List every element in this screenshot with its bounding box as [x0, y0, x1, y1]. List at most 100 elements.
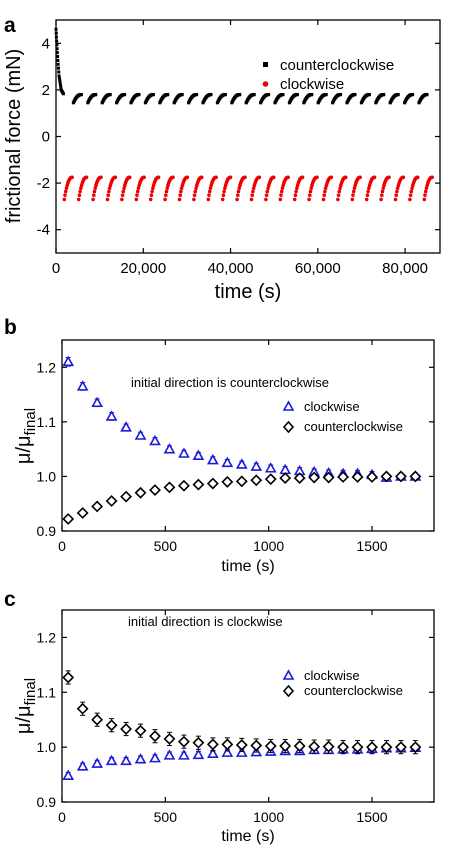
point-clockwise — [185, 175, 190, 180]
point-clockwise — [178, 749, 190, 760]
point-counterclockwise — [324, 92, 328, 97]
point-clockwise — [409, 189, 414, 194]
legend-a: counterclockwise clockwise — [262, 57, 394, 93]
point-counterclockwise — [76, 702, 89, 715]
point-counterclockwise — [54, 35, 58, 39]
point-counterclockwise — [235, 739, 248, 751]
axis-ticks-c: 0 500 1000 1500 0.9 1.0 1.1 1.2 — [37, 610, 434, 825]
point-counterclockwise — [58, 79, 62, 83]
point-counterclockwise — [351, 741, 364, 754]
point-clockwise — [415, 175, 420, 180]
x-axis-label-c: time (s) — [221, 828, 274, 845]
point-counterclockwise — [56, 62, 60, 66]
point-clockwise — [381, 186, 386, 191]
point-clockwise — [295, 186, 299, 191]
point-clockwise — [408, 197, 412, 202]
point-clockwise — [214, 175, 218, 180]
annotation-b: initial direction is counterclockwise — [131, 375, 329, 390]
y-tick-label: 0.9 — [37, 523, 57, 539]
point-counterclockwise — [293, 740, 306, 752]
point-clockwise — [163, 197, 167, 202]
point-clockwise — [364, 197, 369, 202]
point-counterclockwise — [425, 92, 429, 97]
y-tick-label: 0 — [42, 129, 50, 146]
point-clockwise — [135, 193, 139, 198]
y-tick-label: 1.2 — [37, 629, 57, 645]
legend-label-counterclockwise-a: counterclockwise — [280, 57, 394, 74]
x-tick-label: 40,000 — [208, 260, 254, 277]
point-clockwise — [365, 193, 370, 198]
point-clockwise — [91, 396, 104, 408]
point-counterclockwise — [134, 486, 147, 499]
point-clockwise — [64, 186, 69, 191]
point-clockwise — [251, 189, 255, 194]
point-counterclockwise — [137, 92, 141, 97]
point-clockwise — [336, 193, 341, 198]
point-clockwise — [79, 186, 83, 191]
point-counterclockwise — [281, 92, 285, 97]
point-clockwise — [220, 197, 225, 202]
point-counterclockwise — [57, 76, 61, 80]
point-clockwise — [249, 197, 254, 202]
point-clockwise — [410, 186, 414, 191]
point-clockwise — [387, 175, 391, 180]
point-counterclockwise — [223, 92, 227, 97]
point-clockwise — [265, 189, 270, 194]
point-clockwise — [91, 757, 104, 768]
data-points-c — [62, 670, 422, 780]
x-tick-label: 0 — [58, 809, 66, 825]
point-clockwise — [120, 421, 132, 432]
point-clockwise — [280, 186, 285, 191]
point-clockwise — [308, 189, 313, 194]
point-counterclockwise — [295, 92, 299, 97]
point-clockwise — [106, 193, 111, 198]
point-clockwise — [120, 193, 125, 198]
point-clockwise — [222, 189, 226, 194]
point-clockwise — [134, 753, 147, 764]
point-counterclockwise — [192, 478, 205, 491]
y-axis-label-main-b: μ/μ — [13, 435, 35, 464]
point-counterclockwise — [279, 472, 292, 484]
panel-c: c initial direction is clockwise 0 500 100… — [4, 588, 435, 845]
point-counterclockwise — [105, 719, 118, 732]
point-clockwise — [105, 410, 118, 421]
point-counterclockwise — [178, 735, 190, 748]
point-counterclockwise — [180, 92, 184, 97]
legend-marker-clockwise-c — [282, 669, 295, 680]
point-clockwise — [207, 189, 212, 194]
point-clockwise — [293, 193, 298, 198]
point-counterclockwise — [367, 92, 371, 97]
point-clockwise — [266, 186, 270, 191]
point-clockwise — [135, 189, 140, 194]
point-counterclockwise — [56, 66, 60, 70]
point-clockwise — [192, 193, 197, 198]
point-counterclockwise — [54, 31, 58, 35]
y-tick-label: 4 — [42, 35, 50, 52]
point-counterclockwise — [55, 43, 59, 47]
legend-marker-clockwise-b — [282, 400, 295, 411]
panel-letter-a: a — [4, 14, 16, 37]
point-clockwise — [323, 189, 327, 194]
point-clockwise — [235, 458, 248, 469]
data-points-b — [62, 355, 422, 525]
point-clockwise — [336, 197, 340, 202]
point-clockwise — [264, 193, 269, 198]
point-clockwise — [309, 186, 314, 191]
point-clockwise — [350, 197, 355, 202]
x-tick-label: 500 — [154, 809, 178, 825]
point-clockwise — [84, 175, 89, 180]
x-tick-label: 1000 — [253, 809, 284, 825]
point-counterclockwise — [266, 92, 271, 97]
point-clockwise — [179, 186, 184, 191]
point-counterclockwise — [57, 74, 61, 78]
point-clockwise — [107, 189, 111, 194]
y-tick-label: 1.1 — [37, 414, 57, 430]
point-counterclockwise — [57, 70, 61, 74]
point-counterclockwise — [322, 471, 335, 484]
point-clockwise — [395, 186, 400, 191]
point-clockwise — [163, 749, 176, 760]
point-clockwise — [164, 189, 169, 194]
point-clockwise — [264, 197, 268, 202]
x-tick-label: 1500 — [356, 809, 387, 825]
